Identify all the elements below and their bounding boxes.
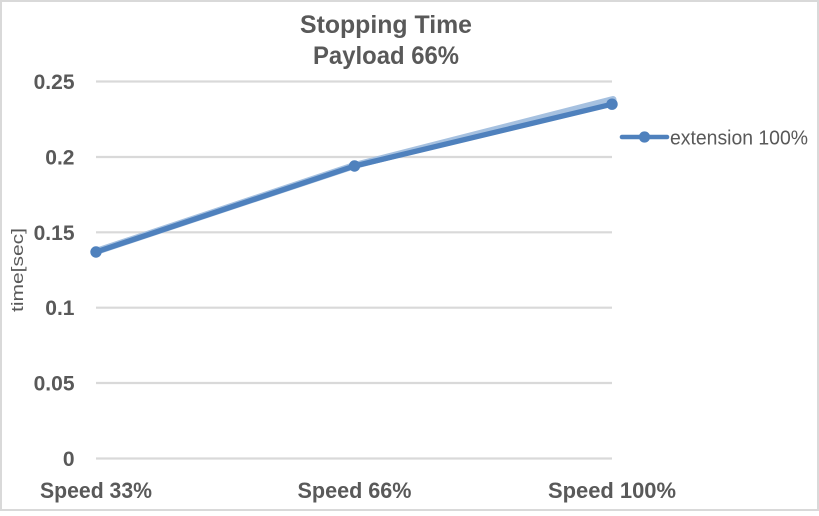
svg-text:Stopping Time: Stopping Time — [300, 11, 472, 39]
svg-text:Speed 100%: Speed 100% — [548, 478, 676, 503]
svg-text:0.15: 0.15 — [34, 222, 75, 245]
svg-text:0.2: 0.2 — [45, 147, 74, 170]
svg-text:0: 0 — [63, 448, 75, 471]
svg-text:Payload 66%: Payload 66% — [313, 42, 459, 70]
svg-text:Speed 66%: Speed 66% — [298, 478, 412, 503]
svg-text:0.1: 0.1 — [45, 297, 75, 320]
svg-text:0.05: 0.05 — [34, 373, 75, 396]
svg-text:Speed 33%: Speed 33% — [40, 478, 152, 503]
svg-text:0.25: 0.25 — [34, 71, 75, 94]
svg-text:time[sec]: time[sec] — [8, 228, 27, 312]
svg-text:extension 100%: extension 100% — [670, 128, 808, 150]
